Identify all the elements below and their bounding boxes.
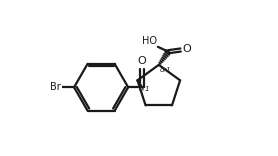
- Text: HO: HO: [142, 36, 157, 46]
- Text: Br: Br: [50, 82, 61, 92]
- Text: O: O: [138, 56, 147, 66]
- Text: O: O: [182, 44, 191, 54]
- Text: or1: or1: [138, 86, 150, 92]
- Text: or1: or1: [160, 67, 171, 73]
